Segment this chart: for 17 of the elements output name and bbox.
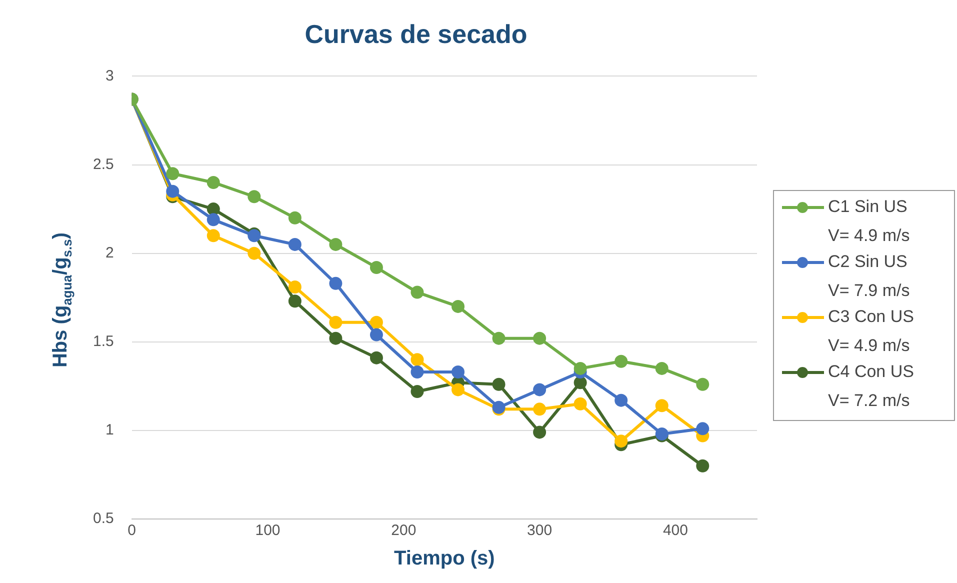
x-axis-title: Tiempo (s)	[394, 548, 495, 570]
chart-title: Curvas de secado	[304, 18, 528, 49]
x-tick-label: 0	[128, 522, 136, 540]
legend-label: C4 Con US V= 7.2 m/s	[828, 361, 914, 412]
y-tick-label: 1	[106, 422, 114, 439]
y-tick-label: 3	[106, 67, 114, 84]
y-tick-label: 2	[106, 244, 114, 262]
y-tick-label: 2.5	[92, 156, 114, 173]
legend-label: C2 Sin US V= 7.9 m/s	[828, 251, 910, 302]
x-tick-label: 100	[255, 522, 280, 540]
y-tick-label: 0.5	[92, 510, 114, 528]
x-tick-label: 200	[391, 522, 416, 540]
y-tick-label: 1.5	[92, 333, 114, 350]
x-tick-label: 400	[662, 522, 688, 540]
legend-label: C1 Sin US V= 4.9 m/s	[828, 196, 910, 247]
x-tick-label: 300	[527, 522, 552, 540]
legend-label: C3 Con US V= 4.9 m/s	[828, 306, 914, 357]
